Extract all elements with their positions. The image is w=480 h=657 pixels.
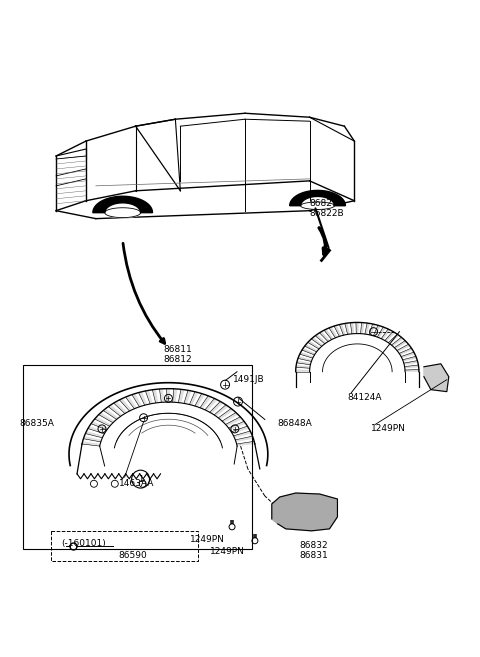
Polygon shape: [298, 356, 312, 361]
Polygon shape: [401, 352, 415, 358]
Polygon shape: [334, 325, 341, 336]
Text: 1: 1: [138, 474, 143, 484]
Polygon shape: [226, 417, 242, 426]
Polygon shape: [82, 442, 100, 446]
Text: 86831: 86831: [300, 551, 328, 560]
Polygon shape: [120, 398, 132, 411]
Polygon shape: [385, 332, 395, 342]
Polygon shape: [302, 348, 315, 355]
Polygon shape: [296, 369, 310, 372]
Polygon shape: [308, 340, 320, 349]
Polygon shape: [184, 390, 192, 404]
Polygon shape: [167, 389, 170, 402]
Polygon shape: [200, 396, 211, 409]
Polygon shape: [235, 436, 253, 442]
Polygon shape: [85, 431, 103, 438]
Polygon shape: [152, 390, 158, 403]
Polygon shape: [300, 352, 313, 358]
Polygon shape: [126, 396, 137, 409]
Bar: [51, 531, 198, 560]
Polygon shape: [329, 327, 337, 338]
Polygon shape: [231, 426, 249, 434]
Polygon shape: [103, 409, 119, 419]
Polygon shape: [404, 361, 418, 365]
Text: 84124A: 84124A: [348, 393, 382, 401]
Polygon shape: [173, 389, 178, 402]
Polygon shape: [179, 390, 184, 403]
Polygon shape: [145, 390, 153, 404]
Polygon shape: [320, 332, 330, 342]
Text: 86821B: 86821B: [310, 199, 344, 208]
Text: 86835A: 86835A: [19, 419, 54, 428]
Text: 86590: 86590: [119, 551, 147, 560]
Polygon shape: [350, 323, 354, 334]
Polygon shape: [369, 324, 375, 335]
Polygon shape: [214, 405, 228, 417]
Polygon shape: [360, 323, 364, 334]
Polygon shape: [339, 324, 346, 335]
Text: 1249PN: 1249PN: [210, 547, 245, 556]
Polygon shape: [99, 413, 115, 422]
Polygon shape: [139, 392, 147, 405]
Polygon shape: [91, 421, 108, 430]
Polygon shape: [108, 405, 123, 417]
Polygon shape: [377, 327, 385, 338]
Text: 86812: 86812: [164, 355, 192, 364]
Bar: [23, 365, 252, 549]
Polygon shape: [345, 323, 350, 334]
Polygon shape: [93, 196, 153, 213]
Text: 86822B: 86822B: [310, 209, 344, 217]
Polygon shape: [395, 340, 407, 349]
Polygon shape: [424, 364, 449, 392]
Text: 1249PN: 1249PN: [190, 535, 225, 544]
Text: 86811: 86811: [164, 345, 192, 354]
Polygon shape: [233, 431, 252, 438]
Polygon shape: [297, 361, 311, 365]
Polygon shape: [392, 337, 403, 346]
Polygon shape: [228, 421, 246, 430]
Polygon shape: [399, 348, 413, 355]
Polygon shape: [356, 323, 359, 334]
Polygon shape: [114, 401, 127, 413]
Text: 86848A: 86848A: [278, 419, 312, 428]
Polygon shape: [405, 369, 419, 372]
Polygon shape: [84, 436, 102, 442]
Polygon shape: [218, 409, 234, 419]
Polygon shape: [222, 413, 238, 422]
Text: 1491JB: 1491JB: [233, 374, 264, 384]
Text: 1249PN: 1249PN: [371, 424, 406, 434]
Polygon shape: [210, 401, 223, 413]
Polygon shape: [405, 365, 419, 369]
Polygon shape: [205, 398, 217, 411]
Polygon shape: [373, 325, 381, 336]
Polygon shape: [272, 493, 337, 531]
Polygon shape: [195, 394, 205, 407]
Polygon shape: [190, 392, 198, 405]
Polygon shape: [296, 365, 310, 369]
Text: 86832: 86832: [300, 541, 328, 550]
Polygon shape: [315, 334, 326, 344]
Polygon shape: [300, 202, 335, 210]
Polygon shape: [388, 334, 399, 344]
Polygon shape: [365, 323, 370, 334]
Polygon shape: [403, 356, 417, 361]
Polygon shape: [305, 344, 318, 352]
Polygon shape: [132, 394, 142, 407]
Text: 1463AA: 1463AA: [119, 479, 154, 488]
Polygon shape: [105, 208, 141, 217]
Polygon shape: [88, 426, 106, 434]
Polygon shape: [237, 442, 255, 446]
Polygon shape: [397, 344, 410, 352]
Polygon shape: [324, 329, 334, 340]
Text: (-160101): (-160101): [61, 539, 106, 548]
Polygon shape: [381, 329, 391, 340]
Polygon shape: [95, 417, 111, 426]
Polygon shape: [312, 337, 323, 346]
Polygon shape: [290, 191, 346, 206]
Polygon shape: [159, 389, 164, 402]
